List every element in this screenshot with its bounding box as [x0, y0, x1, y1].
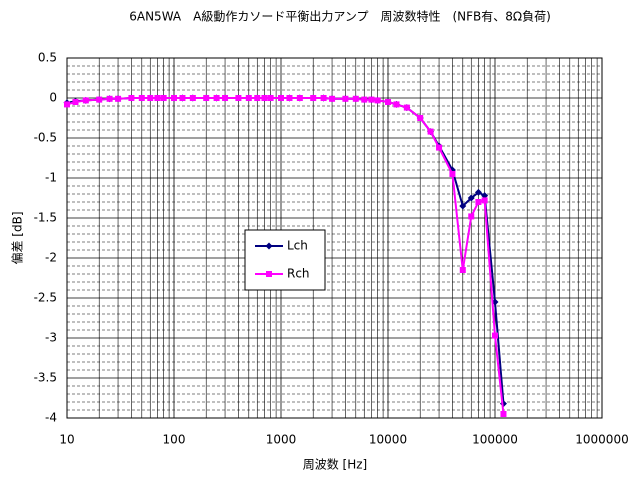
- marker: [160, 95, 167, 101]
- marker: [296, 95, 303, 101]
- marker: [147, 95, 154, 101]
- x-tick-label: 10: [59, 433, 74, 447]
- y-tick-label: -1.5: [34, 211, 57, 225]
- marker: [266, 271, 272, 277]
- legend-label: Lch: [287, 239, 308, 253]
- x-tick-label: 10000: [369, 433, 407, 447]
- marker: [481, 197, 488, 204]
- marker: [254, 95, 261, 101]
- y-tick-label: 0.5: [38, 51, 57, 65]
- marker: [179, 95, 186, 101]
- marker: [115, 95, 122, 102]
- marker: [417, 115, 424, 121]
- marker: [64, 101, 70, 108]
- series-line: [66, 97, 505, 415]
- marker: [393, 101, 400, 108]
- marker: [72, 99, 79, 105]
- marker: [385, 99, 391, 105]
- marker: [96, 96, 103, 103]
- y-tick-label: -1: [45, 171, 57, 185]
- marker: [475, 199, 482, 205]
- plot-area: [67, 58, 602, 418]
- marker: [481, 192, 489, 200]
- marker: [500, 411, 507, 417]
- chart-title: 6AN5WA A級動作カソード平衡出力アンプ 周波数特性 (NFB有、8Ω負荷): [129, 9, 551, 24]
- x-tick-label: 1000: [266, 433, 297, 447]
- marker: [267, 95, 274, 101]
- marker: [261, 95, 268, 101]
- marker: [310, 95, 317, 101]
- marker: [449, 171, 456, 177]
- marker: [374, 97, 381, 104]
- marker: [436, 144, 443, 151]
- marker: [222, 95, 229, 101]
- y-tick-label: -0.5: [34, 131, 57, 145]
- x-tick-label: 100: [163, 433, 186, 447]
- marker: [342, 95, 349, 102]
- plot-border: [66, 57, 603, 419]
- marker: [352, 95, 359, 102]
- y-axis-label: 偏差 [dB]: [10, 211, 25, 264]
- marker: [154, 95, 161, 101]
- marker: [189, 95, 196, 101]
- marker: [128, 95, 135, 101]
- marker: [286, 95, 293, 101]
- y-tick-label: -3: [45, 331, 57, 345]
- y-tick-label: -2.5: [34, 291, 57, 305]
- marker: [245, 95, 252, 101]
- marker: [459, 202, 467, 210]
- marker: [106, 95, 113, 102]
- marker: [82, 97, 89, 104]
- marker: [459, 267, 466, 273]
- y-tick-label: 0: [49, 91, 57, 105]
- legend-box: [244, 229, 326, 291]
- x-tick-label: 1000000: [575, 433, 628, 447]
- y-tick-label: -2: [45, 251, 57, 265]
- legend-label: Rch: [287, 267, 310, 281]
- marker: [492, 332, 498, 339]
- x-axis-label: 周波数 [Hz]: [303, 457, 368, 472]
- y-tick-label: -3.5: [34, 371, 57, 385]
- marker: [468, 213, 475, 220]
- marker: [171, 95, 177, 101]
- marker: [329, 95, 336, 102]
- legend: Lch Rch: [244, 229, 326, 291]
- marker: [368, 96, 375, 103]
- marker: [403, 104, 410, 111]
- marker: [320, 95, 327, 101]
- marker: [235, 95, 242, 101]
- marker: [427, 128, 434, 135]
- marker: [213, 95, 220, 101]
- x-tick-label: 100000: [472, 433, 518, 447]
- marker: [138, 95, 145, 101]
- marker: [467, 194, 475, 202]
- marker: [474, 188, 482, 196]
- marker: [265, 242, 273, 250]
- y-tick-label: -4: [45, 411, 57, 425]
- marker: [278, 95, 284, 101]
- marker: [361, 96, 368, 103]
- marker: [203, 95, 210, 101]
